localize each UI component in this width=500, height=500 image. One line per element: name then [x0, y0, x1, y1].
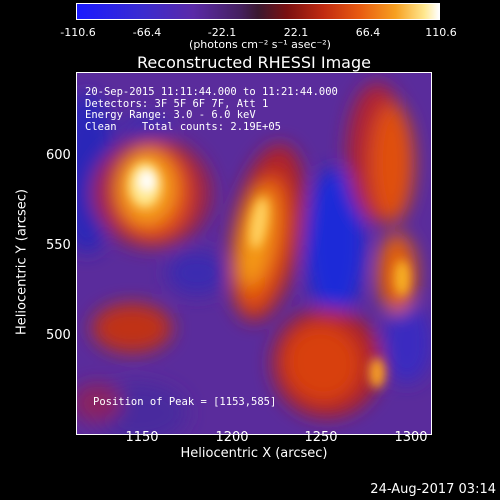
- info-line-time: 20-Sep-2015 11:11:44.000 to 11:21:44.000: [85, 86, 338, 98]
- image-map: [77, 73, 431, 434]
- x-tick: 1200: [215, 430, 249, 445]
- peak-position: Position of Peak = [1153,585]: [93, 396, 277, 408]
- colorbar-tick: -22.1: [207, 26, 237, 39]
- colorbar-tick: 22.1: [283, 26, 309, 39]
- x-tick: 1250: [304, 430, 338, 445]
- x-tick: 1300: [394, 430, 428, 445]
- info-line-detectors: Detectors: 3F 5F 6F 7F, Att 1: [85, 97, 269, 110]
- colorbar-tick: -110.6: [60, 26, 96, 39]
- colorbar-tick: 66.4: [355, 26, 381, 39]
- colorbar: [76, 3, 440, 20]
- colorbar-tick: -66.4: [132, 26, 162, 39]
- info-line-energy: Energy Range: 3.0 - 6.0 keV: [85, 109, 256, 121]
- image-title: Reconstructed RHESSI Image: [137, 53, 371, 72]
- x-axis-label: Heliocentric X (arcsec): [180, 446, 328, 461]
- y-tick: 550: [46, 238, 71, 253]
- rhessi-image: 20-Sep-2015 11:11:44.000 to 11:21:44.000…: [76, 72, 432, 435]
- y-tick: 600: [46, 148, 71, 163]
- info-line-clean: Clean Total counts: 2.19E+05: [85, 120, 281, 133]
- x-tick: 1150: [125, 430, 159, 445]
- y-tick: 500: [46, 328, 71, 343]
- plot-date: 24-Aug-2017 03:14: [370, 482, 496, 497]
- colorbar-tick: 110.6: [425, 26, 457, 39]
- y-axis-label: Heliocentric Y (arcsec): [14, 189, 30, 335]
- colorbar-unit: (photons cm⁻² s⁻¹ asec⁻²): [189, 38, 331, 51]
